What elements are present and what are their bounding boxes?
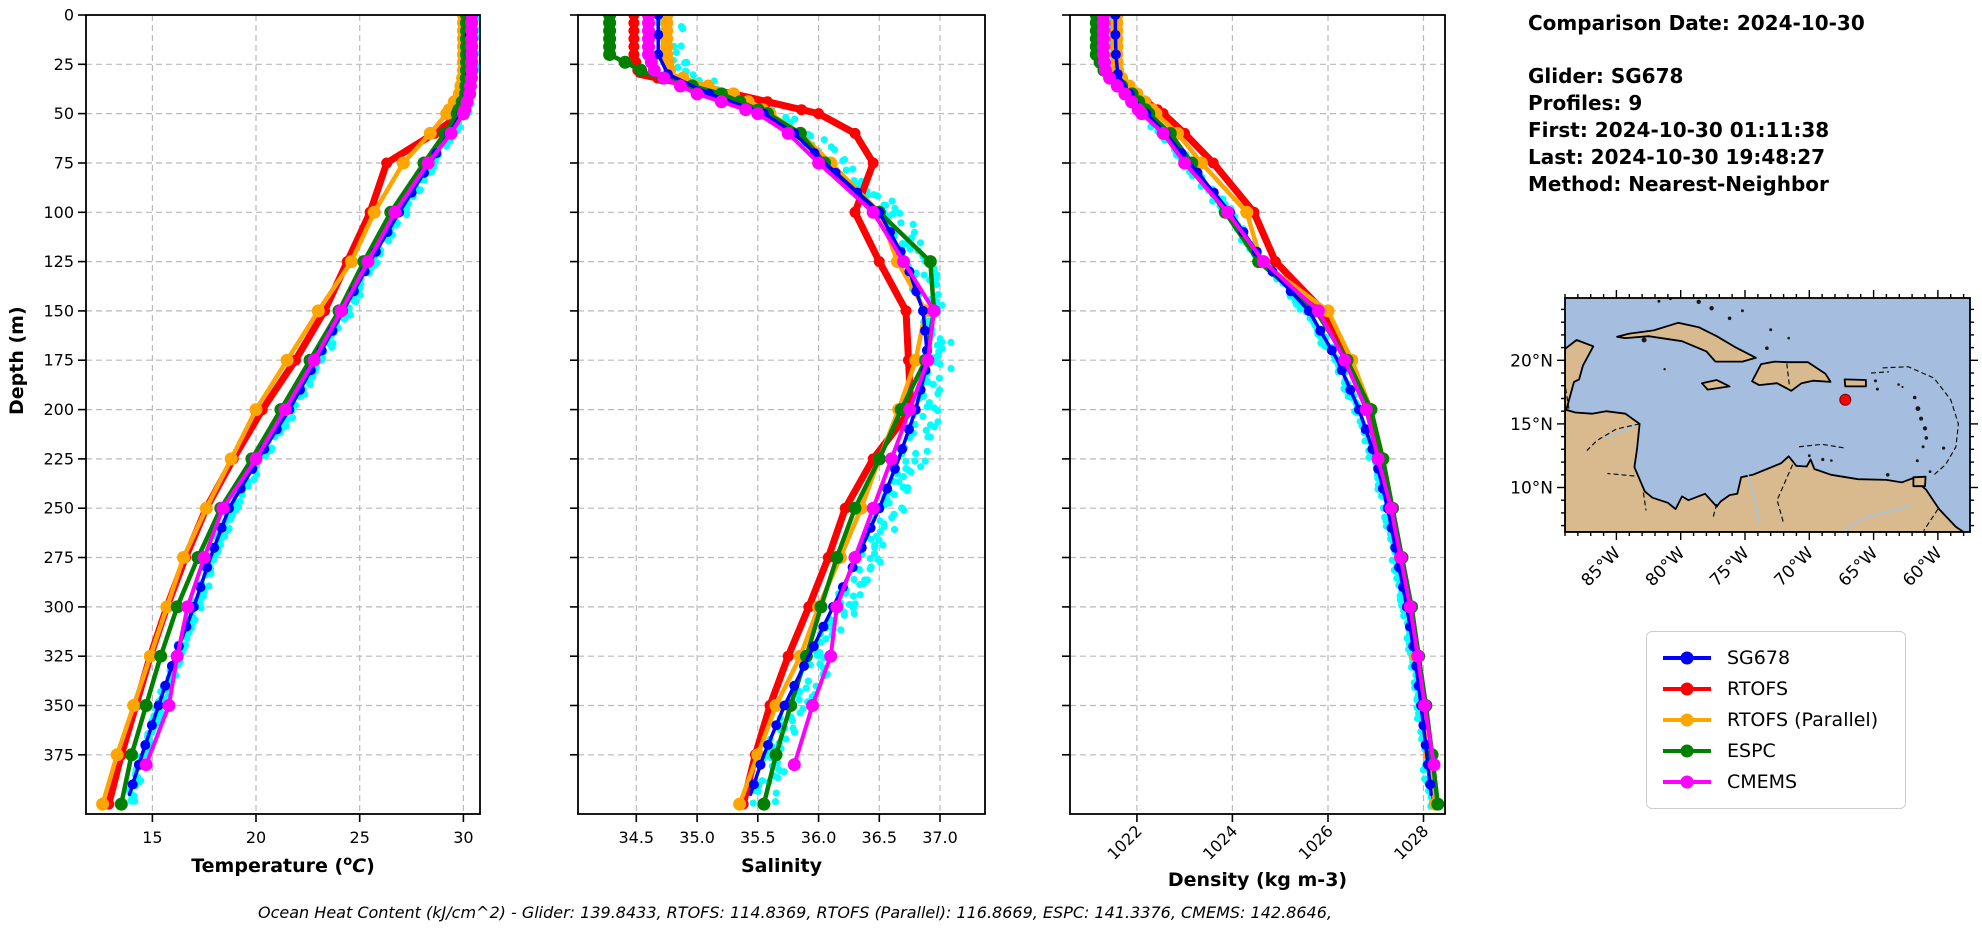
svg-text:15°N: 15°N [1510, 415, 1553, 435]
axis-ticks [1062, 14, 1425, 822]
legend-line-marker-icon [1663, 682, 1711, 695]
svg-text:75°W: 75°W [1706, 543, 1753, 590]
header-spacer [1528, 37, 1865, 63]
series-CMEMS [642, 15, 941, 772]
svg-text:20°N: 20°N [1510, 351, 1553, 371]
svg-text:200: 200 [43, 400, 74, 419]
svg-text:35.5: 35.5 [740, 828, 776, 847]
map-land [1565, 298, 1965, 532]
profiles-count: Profiles: 9 [1528, 91, 1643, 115]
x-axis-label: Density (kg m-3) [1168, 869, 1347, 891]
comparison-header: Comparison Date: 2024-10-30 Glider: SG67… [1528, 10, 1865, 198]
svg-text:25: 25 [350, 828, 370, 847]
density-plot: 1022 1024 1026 1028 Density (kg m-3) [1062, 14, 1446, 891]
map-frame [1564, 297, 1971, 533]
legend-line-marker-icon [1663, 713, 1711, 726]
svg-text:175: 175 [43, 351, 74, 370]
svg-text:80°W: 80°W [1642, 543, 1689, 590]
salinity-plot: 34.5 35.0 35.5 36.0 36.5 37.0 Salinity [570, 14, 986, 877]
svg-text:375: 375 [43, 745, 74, 764]
svg-text:36.5: 36.5 [861, 828, 897, 847]
location-map: 85°W 80°W 75°W 70°W 65°W 60°W 20°N 15°N 10°N [1500, 276, 1982, 616]
svg-text:1022: 1022 [1104, 821, 1146, 863]
plot-frame [1069, 14, 1446, 815]
x-axis-label: Salinity [741, 855, 823, 877]
svg-text:70°W: 70°W [1770, 543, 1817, 590]
svg-text:85°W: 85°W [1578, 543, 1625, 590]
svg-text:15: 15 [142, 828, 162, 847]
svg-text:1028: 1028 [1390, 821, 1432, 863]
svg-text:1024: 1024 [1199, 821, 1241, 863]
svg-text:275: 275 [43, 548, 74, 567]
legend: SG678 RTOFS RTOFS (Parallel) ESPC CMEMS [1646, 631, 1906, 809]
x-tick-labels: 15 20 25 30 [142, 828, 473, 847]
series-CMEMS [139, 15, 479, 772]
legend-label: RTOFS (Parallel) [1727, 708, 1879, 731]
svg-text:36.0: 36.0 [801, 828, 837, 847]
svg-text:37.0: 37.0 [922, 828, 958, 847]
method: Method: Nearest-Neighbor [1528, 172, 1829, 196]
legend-label: RTOFS [1727, 677, 1789, 700]
x-tick-labels: 34.5 35.0 35.5 36.0 36.5 37.0 [618, 828, 957, 847]
legend-line-marker-icon [1663, 744, 1711, 757]
svg-text:125: 125 [43, 252, 74, 271]
plot-frame [577, 14, 986, 815]
svg-text:350: 350 [43, 696, 74, 715]
svg-text:10°N: 10°N [1510, 479, 1553, 499]
svg-text:65°W: 65°W [1835, 543, 1882, 590]
svg-text:34.5: 34.5 [618, 828, 654, 847]
svg-text:250: 250 [43, 499, 74, 518]
svg-text:325: 325 [43, 647, 74, 666]
caribbean-map: 85°W 80°W 75°W 70°W 65°W 60°W 20°N 15°N 10°N [1510, 290, 1978, 591]
svg-text:30: 30 [453, 828, 473, 847]
svg-text:35.0: 35.0 [679, 828, 715, 847]
glider-name: Glider: SG678 [1528, 64, 1684, 88]
legend-label: CMEMS [1727, 770, 1798, 793]
legend-item-sg678: SG678 [1661, 642, 1891, 673]
map-ticks [1557, 290, 1978, 540]
legend-line-marker-icon [1663, 651, 1711, 664]
svg-text:225: 225 [43, 449, 74, 468]
legend-label: ESPC [1727, 739, 1776, 762]
legend-label: SG678 [1727, 646, 1791, 669]
svg-text:60°W: 60°W [1899, 543, 1946, 590]
series-SG678 [127, 15, 475, 797]
glider-location-marker [1839, 393, 1852, 406]
svg-text:300: 300 [43, 597, 74, 616]
last-profile-time: Last: 2024-10-30 19:48:27 [1528, 145, 1826, 169]
axis-ticks [78, 14, 465, 822]
svg-text:0: 0 [64, 6, 74, 25]
legend-line-marker-icon [1663, 775, 1711, 788]
axis-ticks [570, 14, 941, 822]
svg-text:75: 75 [54, 154, 74, 173]
gridlines [1070, 14, 1445, 814]
svg-text:20: 20 [246, 828, 266, 847]
legend-item-espc: ESPC [1661, 735, 1891, 766]
depth-axis-label: Depth (m) [6, 306, 28, 415]
svg-text:50: 50 [54, 104, 74, 123]
legend-item-rtofs-parallel-: RTOFS (Parallel) [1661, 704, 1891, 735]
svg-text:1026: 1026 [1295, 821, 1337, 863]
first-profile-time: First: 2024-10-30 01:11:38 [1528, 118, 1830, 142]
svg-text:100: 100 [43, 203, 74, 222]
svg-text:150: 150 [43, 301, 74, 320]
depth-tick-labels: 0 25 50 75 100 125 150 175 200 225 250 275 300 325 350… [43, 6, 74, 765]
x-axis-label: Temperature (oC) [191, 854, 375, 877]
legend-item-cmems: CMEMS [1661, 766, 1891, 797]
x-tick-labels: 1022 1024 1026 1028 [1104, 821, 1433, 863]
svg-text:25: 25 [54, 55, 74, 74]
comparison-date: Comparison Date: 2024-10-30 [1528, 11, 1865, 35]
ocean-heat-content-footer: Ocean Heat Content (kJ/cm^2) - Glider: 1… [258, 903, 1332, 922]
temperature-plot: 15 20 25 3002550751001251501752002252502753… [43, 6, 481, 877]
plot-frame [85, 14, 481, 815]
series-CMEMS [1096, 15, 1441, 772]
legend-item-rtofs: RTOFS [1661, 673, 1891, 704]
gridlines [86, 14, 480, 814]
